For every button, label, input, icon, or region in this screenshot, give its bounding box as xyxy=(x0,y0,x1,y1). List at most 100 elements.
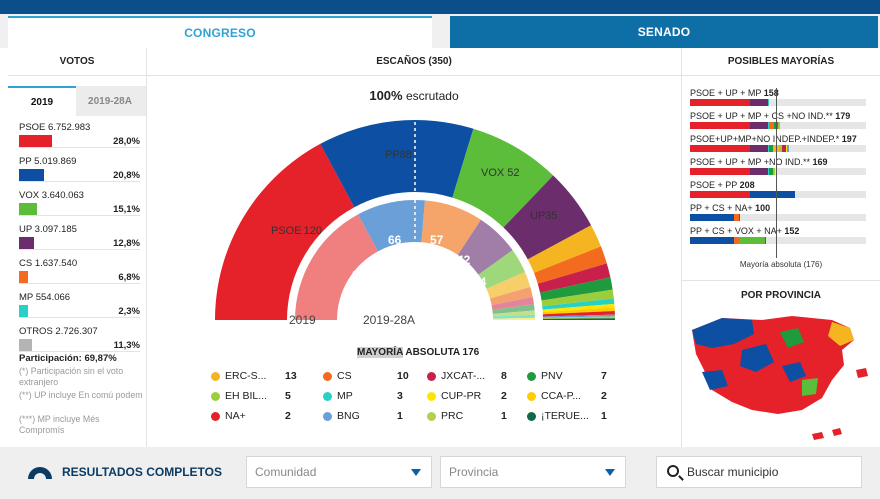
inner-value-psoe2: 57 xyxy=(430,233,444,247)
outer-seat-segment xyxy=(542,318,615,320)
legend-name: CCA-P... xyxy=(541,390,582,402)
legend-item: EH BIL... 5 xyxy=(211,390,291,402)
provincia-select[interactable]: Provincia xyxy=(440,456,626,488)
legend-value: 2 xyxy=(501,390,507,402)
party-vote-divider xyxy=(19,249,140,250)
coalition-row[interactable]: PSOE+UP+MP+NO INDEP.+INDEP.* 197 xyxy=(690,134,866,152)
legend-dot xyxy=(323,411,332,421)
search-icon xyxy=(667,465,679,477)
coalition-row[interactable]: PSOE + UP + MP + CS +NO IND.** 179 xyxy=(690,111,866,129)
legend-name: NA+ xyxy=(225,410,246,422)
legend-value: 7 xyxy=(601,370,607,382)
legend-name: CUP-PR xyxy=(441,390,482,402)
legend-value: 1 xyxy=(601,410,607,422)
coalition-bar-segment xyxy=(767,99,770,106)
coalition-bar-segment xyxy=(750,122,768,129)
coalition-row[interactable]: PSOE + PP 208 xyxy=(690,180,866,198)
coalition-bar-segment xyxy=(750,191,795,198)
party-vote-row: MP 554.066 2,3% xyxy=(8,288,146,322)
legend-name: EH BIL... xyxy=(225,390,268,402)
coalition-bar-segment xyxy=(767,122,770,129)
escanos-panel: ESCAÑOS (350) 100% escrutado PSOE 120 PP8… xyxy=(146,48,682,447)
coalition-bar xyxy=(690,99,866,106)
mayoria-absoluta: MAYORÍA ABSOLUTA 176 xyxy=(357,347,479,358)
legend-dot xyxy=(211,411,220,421)
legend-dot xyxy=(323,391,332,401)
coalition-bar-segment xyxy=(781,145,786,152)
participacion-value: 69,87% xyxy=(84,353,117,364)
legend-dot xyxy=(323,371,332,381)
escanos-title: ESCAÑOS (350) xyxy=(147,48,681,76)
map-baleares xyxy=(856,368,868,378)
map-region-pp-west xyxy=(702,370,728,390)
year-tab-2019-28a[interactable]: 2019-28A xyxy=(88,95,132,107)
outer-label-psoe: PSOE 120 xyxy=(271,225,322,237)
tab-congreso[interactable]: CONGRESO xyxy=(8,16,432,48)
legend-name: ¡TERUE... xyxy=(541,410,589,422)
map-region-pnv xyxy=(780,328,804,348)
inner-seat-segment xyxy=(358,200,425,252)
legend-value: 2 xyxy=(601,390,607,402)
legend-dot xyxy=(527,411,536,421)
coalition-bar-segment xyxy=(690,191,751,198)
inner-seat-segment xyxy=(457,219,513,275)
legend-item: PRC 1 xyxy=(427,410,507,422)
party-vote-bar xyxy=(19,203,37,215)
outer-seat-segment xyxy=(540,277,613,301)
legend-name: MP xyxy=(337,390,353,402)
coalition-bar-segment xyxy=(750,99,768,106)
outer-seat-segment xyxy=(503,175,592,260)
coalition-bar-segment xyxy=(769,122,775,129)
party-vote-label: MP 554.066 xyxy=(19,292,71,303)
inner-value-up: 42 xyxy=(457,253,471,267)
buscar-municipio-input[interactable]: Buscar municipio xyxy=(656,456,862,488)
coalition-row[interactable]: PSOE + UP + MP 158 xyxy=(690,88,866,106)
coalition-row[interactable]: PP + CS + NA+ 100 xyxy=(690,203,866,221)
legend-name: JXCAT-... xyxy=(441,370,486,382)
legend-item: CS 10 xyxy=(323,370,409,382)
map-region-pp-madrid xyxy=(782,362,806,382)
inner-seat-segment xyxy=(492,317,535,320)
mayoria-absoluta-line-label: Mayoría absoluta (176) xyxy=(739,260,823,269)
coalition-row[interactable]: PP + CS + VOX + NA+ 152 xyxy=(690,226,866,244)
outer-seat-segment xyxy=(534,246,607,284)
tab-senado[interactable]: SENADO xyxy=(450,16,878,48)
provincia-title: POR PROVINCIA xyxy=(682,280,880,310)
comunidad-placeholder: Comunidad xyxy=(255,465,317,479)
spain-province-map[interactable] xyxy=(682,310,880,445)
hemicycle-chart: PSOE 120 PP88 VOX 52 UP35 123 66 57 42 24 xyxy=(215,120,615,328)
resultados-completos-link[interactable]: RESULTADOS COMPLETOS xyxy=(62,465,223,479)
coalition-bar-segment xyxy=(734,214,740,221)
year-tab-2019[interactable]: 2019 xyxy=(8,86,76,116)
inner-seat-segment xyxy=(492,314,535,319)
party-vote-pct: 12,8% xyxy=(113,238,140,249)
legend-item: MP 3 xyxy=(323,390,403,402)
mayoria-label-b: ABSOLUTA 176 xyxy=(402,347,480,358)
inner-value-pp: 66 xyxy=(388,233,402,247)
hemicycle-year-2019-28a: 2019-28A xyxy=(363,313,416,327)
inner-seat-segment xyxy=(492,304,535,314)
coalition-row[interactable]: PSOE + UP + MP +NO IND.** 169 xyxy=(690,157,866,175)
coalition-bar-segment xyxy=(734,237,740,244)
coalition-bar xyxy=(690,191,866,198)
party-vote-pct: 6,8% xyxy=(118,272,140,283)
mayoria-absoluta-line xyxy=(776,88,777,258)
legend-value: 3 xyxy=(397,390,403,402)
party-vote-bar xyxy=(19,305,28,317)
legend-dot xyxy=(427,391,436,401)
outer-seat-segment xyxy=(542,314,615,318)
legend-value: 8 xyxy=(501,370,507,382)
outer-label-vox: VOX 52 xyxy=(481,167,519,179)
party-vote-divider xyxy=(19,283,140,284)
legend-item: NA+ 2 xyxy=(211,410,291,422)
comunidad-select[interactable]: Comunidad xyxy=(246,456,432,488)
legend-item: CCA-P... 2 xyxy=(527,390,607,402)
outer-seat-segment xyxy=(542,311,615,317)
coalition-label: PP + CS + VOX + NA+ 152 xyxy=(690,226,800,236)
coalition-bar-segment xyxy=(750,145,768,152)
party-vote-row: PP 5.019.869 20,8% xyxy=(8,152,146,186)
coalition-bar-segment xyxy=(690,99,751,106)
map-region-vox xyxy=(802,378,818,396)
escrutado-pct: 100% xyxy=(369,88,403,103)
hemicycle-icon xyxy=(28,467,52,479)
